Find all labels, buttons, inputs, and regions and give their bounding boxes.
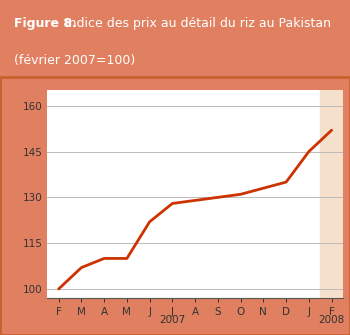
Bar	[320, 90, 343, 298]
Text: (février 2007=100): (février 2007=100)	[14, 54, 135, 67]
Text: 2007: 2007	[159, 315, 186, 325]
Text: 2008: 2008	[318, 315, 345, 325]
Text: Figure 8.: Figure 8.	[14, 17, 77, 30]
Text: Indice des prix au détail du riz au Pakistan: Indice des prix au détail du riz au Paki…	[65, 17, 331, 30]
